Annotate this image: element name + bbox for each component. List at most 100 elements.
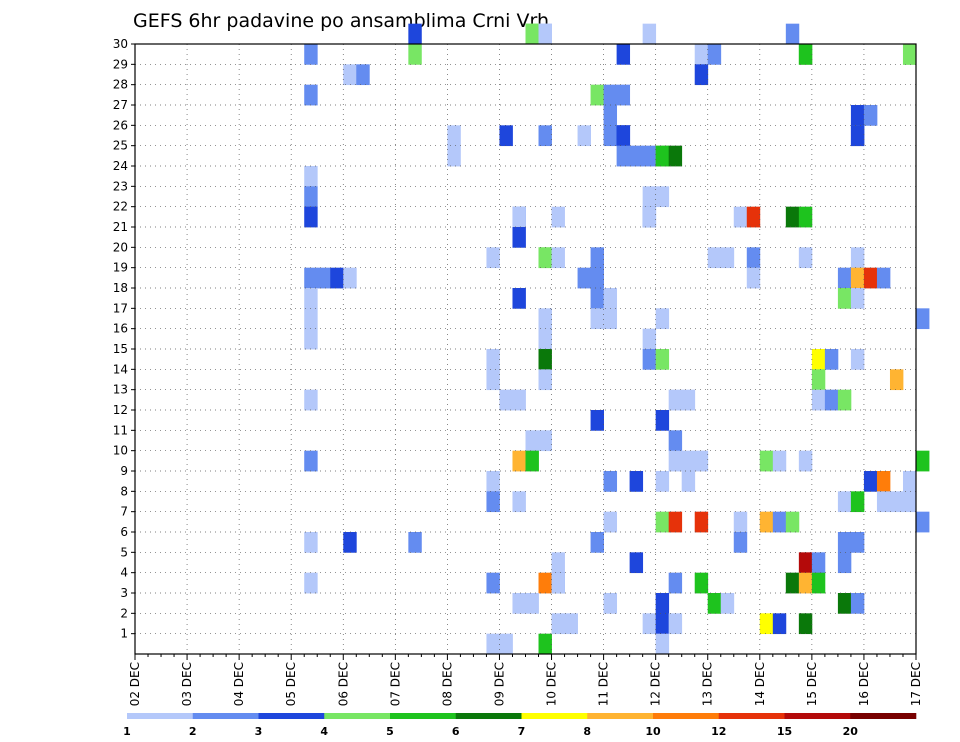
heatmap-cell — [551, 572, 565, 594]
heatmap-cell — [538, 572, 552, 594]
heatmap-cell — [577, 267, 591, 289]
colorbar-swatch — [127, 713, 194, 719]
heatmap-cell — [486, 633, 500, 655]
heatmap-cell — [512, 227, 526, 248]
heatmap-cell — [889, 369, 904, 391]
heatmap-cell — [798, 450, 813, 472]
y-tick-label: 8 — [120, 484, 128, 498]
heatmap-cell — [668, 430, 683, 452]
x-tick-label: 12 DEC — [649, 662, 663, 706]
heatmap-cell — [655, 511, 670, 533]
colorbar-label: 8 — [583, 725, 591, 738]
heatmap-cell — [655, 145, 670, 167]
heatmap-cell — [304, 572, 318, 594]
x-tick-label: 05 DEC — [284, 662, 298, 706]
heatmap-cell — [590, 288, 604, 309]
heatmap-cell — [304, 267, 318, 289]
heatmap-cell — [304, 186, 318, 208]
heatmap-cell — [850, 349, 865, 370]
heatmap-cell — [616, 84, 631, 106]
heatmap-cell — [876, 491, 891, 513]
heatmap-cell — [642, 145, 657, 167]
heatmap-cell — [798, 572, 813, 594]
heatmap-cell — [512, 288, 526, 309]
y-tick-label: 26 — [113, 118, 128, 132]
x-tick-label: 02 DEC — [128, 662, 142, 706]
y-tick-label: 29 — [113, 57, 128, 71]
colorbar-swatch — [587, 713, 654, 719]
y-tick-label: 4 — [120, 566, 128, 580]
heatmap-cell — [304, 84, 318, 106]
heatmap-cell — [603, 511, 618, 533]
heatmap-cell — [486, 349, 500, 370]
heatmap-cell — [304, 308, 318, 330]
heatmap-cell — [837, 552, 852, 574]
heatmap-cell — [876, 471, 891, 492]
heatmap-cell — [590, 410, 604, 431]
heatmap-cell — [304, 532, 318, 553]
y-tick-label: 5 — [120, 545, 128, 559]
heatmap-cell — [486, 491, 500, 513]
heatmap-cell — [603, 471, 618, 492]
heatmap-cell — [304, 288, 318, 309]
heatmap-cell — [499, 125, 513, 147]
colorbar-label: 4 — [320, 725, 328, 738]
heatmap-cell — [538, 247, 552, 269]
heatmap-cell — [655, 410, 670, 431]
heatmap-cell — [655, 308, 670, 330]
y-tick-label: 20 — [113, 240, 128, 254]
heatmap-cell — [317, 267, 331, 289]
heatmap-cell — [525, 593, 539, 614]
heatmap-cell — [525, 450, 539, 472]
colorbar-swatch — [784, 713, 851, 719]
x-tick-label: 04 DEC — [232, 662, 246, 706]
heatmap-cell — [512, 206, 526, 228]
heatmap-cell — [447, 125, 461, 147]
heatmap-cell — [538, 349, 552, 370]
y-tick-label: 1 — [120, 627, 128, 641]
heatmap-cell — [564, 613, 578, 635]
heatmap-cell — [759, 511, 774, 533]
heatmap-cell — [681, 471, 696, 492]
heatmap-cell — [811, 552, 826, 574]
colorbar-swatch — [258, 713, 325, 719]
heatmap-cell — [902, 471, 917, 492]
heatmap-cell — [330, 267, 344, 289]
x-tick-label: 06 DEC — [336, 662, 350, 706]
heatmap-cell — [603, 308, 618, 330]
heatmap-cell — [655, 613, 670, 635]
y-tick-label: 6 — [120, 525, 128, 539]
x-tick-label: 17 DEC — [909, 662, 923, 706]
x-tick-label: 14 DEC — [753, 662, 767, 706]
heatmap-cell — [603, 288, 618, 309]
heatmap-cell — [785, 23, 800, 45]
heatmap-cell — [655, 633, 670, 655]
heatmap-cell — [668, 145, 683, 167]
heatmap-cell — [538, 23, 552, 45]
x-tick-label: 11 DEC — [597, 662, 611, 706]
x-axis: 02 DEC 03 DEC 04 DEC 05 DEC 06 DEC 07 DEC 08 D… — [128, 654, 923, 706]
heatmap-cell — [642, 206, 657, 228]
heatmap-cell — [538, 369, 552, 391]
heatmap-cell — [486, 471, 500, 492]
x-tick-label: 16 DEC — [857, 662, 871, 706]
heatmap-cell — [499, 389, 513, 411]
heatmap-cell — [304, 450, 318, 472]
heatmap-cell — [837, 288, 852, 309]
heatmap-cell — [538, 328, 552, 350]
heatmap-cell — [590, 247, 604, 269]
heatmap-cell — [798, 206, 813, 228]
heatmap-cell — [629, 552, 644, 574]
heatmap-cell — [837, 593, 852, 614]
heatmap-cell — [551, 247, 565, 269]
heatmap-cell — [785, 206, 800, 228]
y-tick-label: 21 — [113, 220, 128, 234]
heatmap-cell — [603, 593, 618, 614]
heatmap-cell — [629, 471, 644, 492]
heatmap-cell — [603, 84, 618, 106]
heatmap-cell — [785, 572, 800, 594]
heatmap-cell — [837, 389, 852, 411]
colorbar-swatch — [390, 713, 457, 719]
heatmap-cell — [863, 267, 878, 289]
heatmap-cell — [616, 125, 631, 147]
